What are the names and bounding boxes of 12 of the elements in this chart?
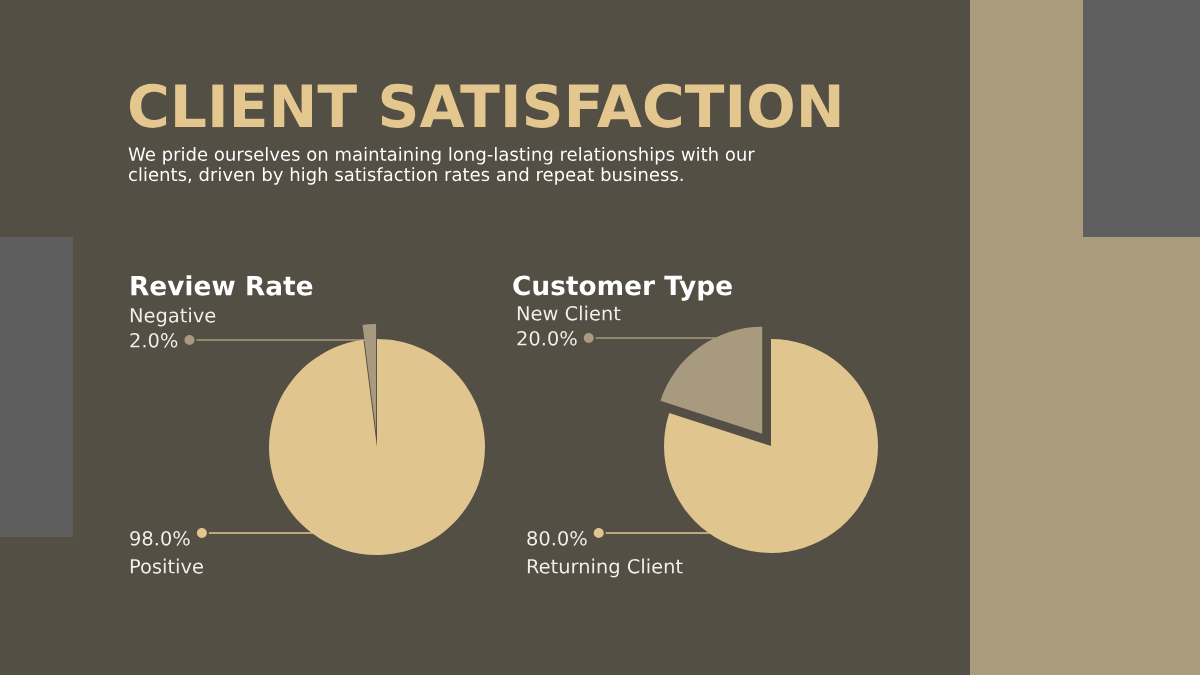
legend-label: Positive: [130, 558, 203, 574]
slice-label: New Client: [517, 305, 621, 321]
data-label: 2.0%: [130, 332, 178, 348]
text: CLIENT SATISFACTION: [129, 83, 840, 128]
data-label: 20.0%: [517, 330, 577, 346]
chart-title: Customer Type: [513, 275, 732, 301]
slice-label: Negative: [130, 307, 216, 327]
legend-label: Returning Client: [527, 558, 683, 578]
text: We pride ourselves on maintaining long-lasting relationships with our clients, driven by high satisfaction rates and repeat business.: [128, 147, 755, 185]
data-label: 80.0%: [527, 530, 587, 546]
chart-title: Review Rate: [131, 275, 313, 296]
data-label: 98.0%: [130, 530, 190, 546]
